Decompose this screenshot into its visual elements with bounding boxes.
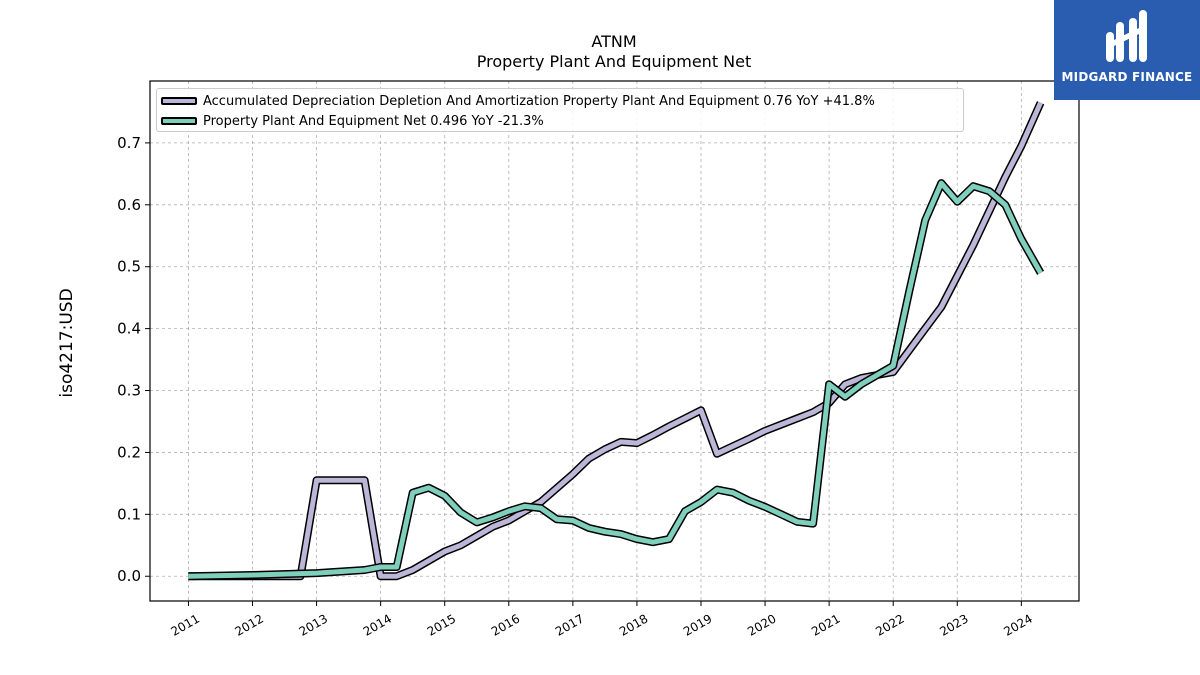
series-line-0 (188, 101, 1043, 579)
ticks: 2011 2012 2013 2014 2015 2016 2017 2018 2019 2020… (117, 134, 1035, 639)
legend: Accumulated Depreciation Depletion And A… (156, 88, 964, 132)
midgard-logo: MIDGARD FINANCE (1054, 0, 1200, 100)
y-tick-label: 0.6 (117, 196, 141, 214)
y-tick-label: 0.0 (117, 567, 141, 585)
legend-label: Property Plant And Equipment Net 0.496 Y… (203, 113, 544, 129)
chart-subtitle: Property Plant And Equipment Net (477, 52, 752, 71)
legend-item-ppe-net: Property Plant And Equipment Net 0.496 Y… (161, 111, 544, 131)
x-tick-label: 2018 (617, 611, 650, 638)
grid (150, 81, 1079, 601)
x-tick-label: 2016 (489, 611, 522, 638)
x-tick-label: 2013 (297, 611, 330, 638)
series-outline-1 (188, 179, 1045, 581)
y-tick-label: 0.4 (117, 320, 141, 338)
x-tick-label: 2022 (873, 611, 906, 638)
legend-swatch (161, 117, 197, 125)
legend-swatch (161, 97, 197, 105)
legend-label: Accumulated Depreciation Depletion And A… (203, 93, 875, 109)
legend-item-accumulated-depreciation: Accumulated Depreciation Depletion And A… (161, 91, 875, 111)
x-tick-label: 2015 (425, 611, 458, 638)
y-tick-label: 0.5 (117, 258, 141, 276)
logo-text: MIDGARD FINANCE (1061, 70, 1193, 84)
y-axis-label: iso4217:USD (57, 288, 77, 397)
x-tick-label: 2019 (681, 611, 714, 638)
series-layer (188, 101, 1045, 581)
x-tick-label: 2023 (937, 611, 970, 638)
y-tick-label: 0.1 (117, 505, 141, 523)
x-tick-label: 2014 (361, 611, 394, 638)
plot-frame (149, 80, 1080, 602)
x-tick-label: 2012 (233, 611, 266, 638)
midgard-logo-icon (1106, 10, 1147, 62)
y-tick-label: 0.2 (117, 443, 141, 461)
x-tick-label: 2011 (168, 611, 201, 638)
y-tick-label: 0.3 (117, 382, 141, 400)
chart-title: ATNM (591, 32, 636, 51)
x-tick-label: 2020 (745, 611, 778, 638)
x-tick-label: 2021 (809, 611, 842, 638)
series-line-1 (188, 180, 1043, 579)
y-tick-label: 0.7 (117, 134, 141, 152)
x-tick-label: 2024 (1001, 611, 1034, 638)
x-tick-label: 2017 (553, 611, 586, 638)
